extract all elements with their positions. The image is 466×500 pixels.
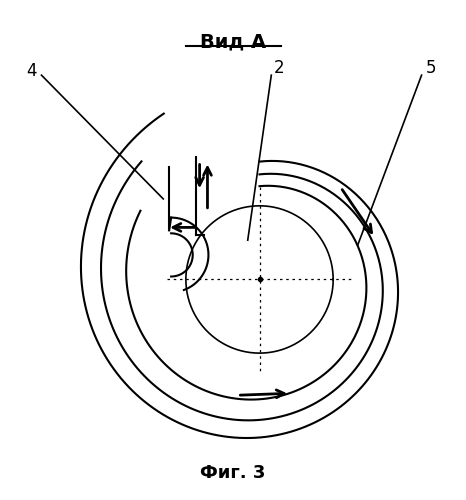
Text: Фиг. 3: Фиг. 3 [200, 464, 266, 482]
Text: Вид А: Вид А [200, 32, 266, 51]
Text: 2: 2 [274, 60, 284, 78]
Text: 5: 5 [426, 60, 437, 78]
Text: 4: 4 [27, 62, 37, 80]
